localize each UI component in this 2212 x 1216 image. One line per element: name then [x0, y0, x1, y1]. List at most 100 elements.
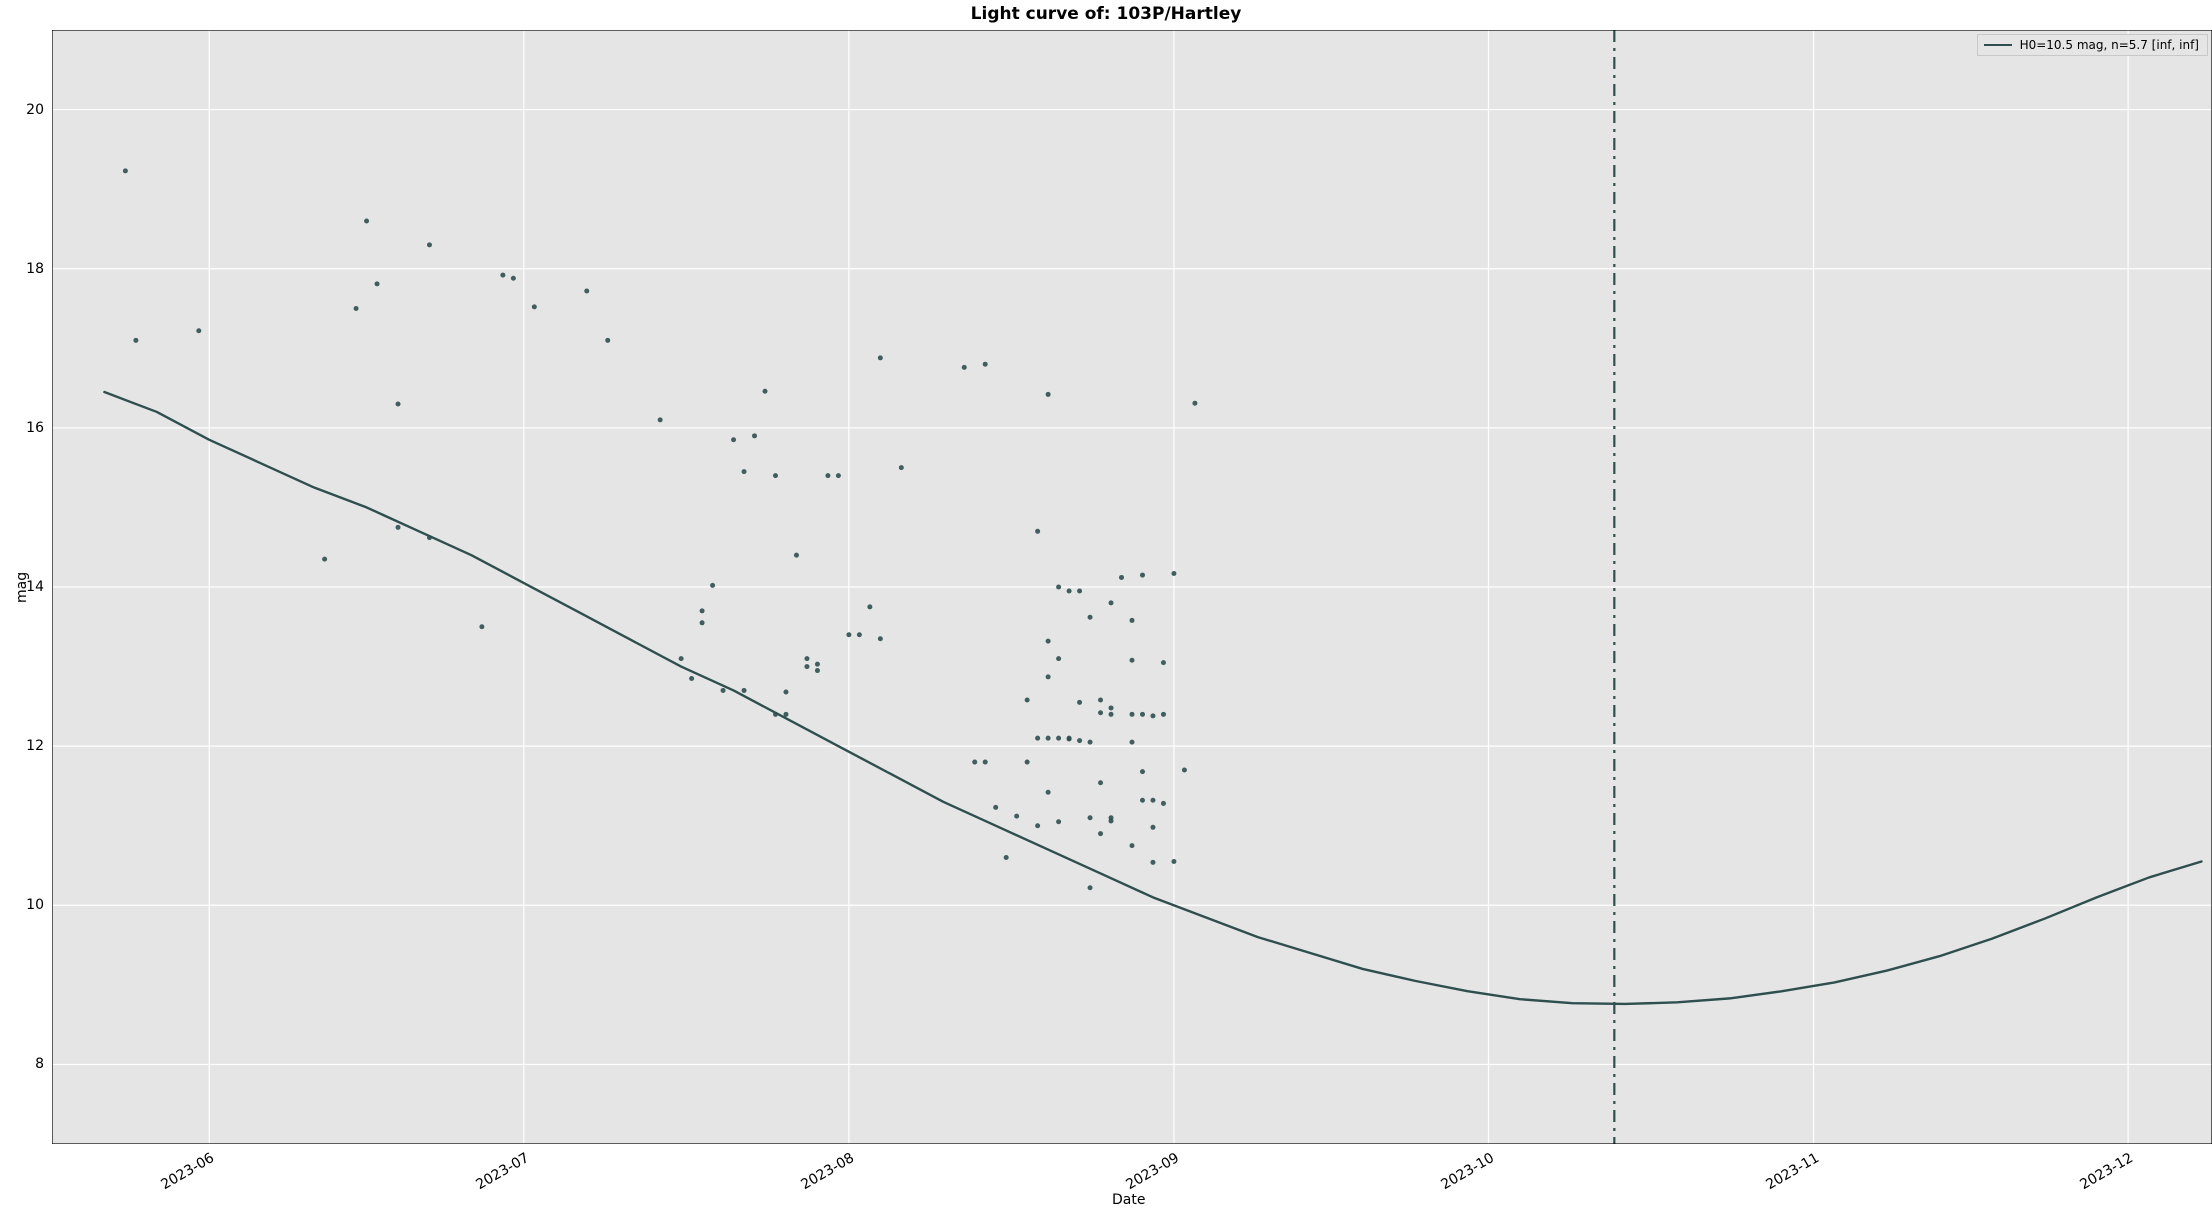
data-point	[1056, 656, 1061, 661]
data-point	[700, 608, 705, 613]
data-point	[983, 362, 988, 367]
data-point	[1046, 736, 1051, 741]
data-point	[1130, 658, 1135, 663]
data-point	[1140, 798, 1145, 803]
data-point	[763, 389, 768, 394]
data-point	[773, 712, 778, 717]
data-point	[1109, 705, 1114, 710]
data-point	[396, 401, 401, 406]
data-point	[731, 437, 736, 442]
data-point	[1035, 736, 1040, 741]
x-tick-label: 2023-08	[798, 1150, 857, 1193]
data-point	[1140, 573, 1145, 578]
data-point	[972, 760, 977, 765]
data-point	[1056, 819, 1061, 824]
data-point	[899, 465, 904, 470]
figure: Light curve of: 103P/Hartley Date mag H0…	[0, 0, 2212, 1216]
data-point	[1098, 780, 1103, 785]
x-tick-label: 2023-09	[1123, 1150, 1182, 1193]
data-point	[1088, 815, 1093, 820]
data-point	[1130, 618, 1135, 623]
data-point	[1046, 790, 1051, 795]
data-point	[752, 433, 757, 438]
y-tick-label: 16	[26, 420, 44, 436]
data-point	[364, 218, 369, 223]
x-tick-label: 2023-12	[2077, 1150, 2136, 1193]
data-point	[836, 473, 841, 478]
data-point	[804, 664, 809, 669]
data-point	[1035, 529, 1040, 534]
data-point	[1130, 740, 1135, 745]
y-tick-label: 12	[26, 738, 44, 754]
data-point	[742, 688, 747, 693]
data-point	[1161, 660, 1166, 665]
data-point	[1192, 401, 1197, 406]
data-point	[783, 690, 788, 695]
data-point	[354, 306, 359, 311]
legend-label: H0=10.5 mag, n=5.7 [inf, inf]	[2020, 38, 2199, 52]
y-tick-label: 14	[26, 579, 44, 595]
data-point	[1088, 885, 1093, 890]
data-point	[532, 304, 537, 309]
data-point	[867, 604, 872, 609]
data-point	[1109, 712, 1114, 717]
data-point	[1098, 831, 1103, 836]
data-point	[710, 583, 715, 588]
data-point	[1150, 713, 1155, 718]
data-point	[1130, 843, 1135, 848]
data-point	[742, 469, 747, 474]
data-point	[396, 525, 401, 530]
data-point	[605, 338, 610, 343]
data-point	[1119, 575, 1124, 580]
data-point	[1088, 740, 1093, 745]
data-point	[1171, 859, 1176, 864]
plot-area	[52, 30, 2212, 1144]
data-point	[983, 760, 988, 765]
data-point	[846, 632, 851, 637]
y-tick-label: 18	[26, 261, 44, 277]
data-point	[1140, 712, 1145, 717]
data-point	[1025, 760, 1030, 765]
legend: H0=10.5 mag, n=5.7 [inf, inf]	[1977, 34, 2208, 56]
data-point	[479, 624, 484, 629]
data-point	[133, 338, 138, 343]
x-tick-label: 2023-10	[1438, 1150, 1497, 1193]
data-point	[1150, 825, 1155, 830]
data-point	[375, 281, 380, 286]
data-point	[1025, 697, 1030, 702]
data-point	[1098, 697, 1103, 702]
data-point	[794, 553, 799, 558]
data-point	[679, 656, 684, 661]
data-point	[815, 662, 820, 667]
data-point	[804, 656, 809, 661]
data-point	[1161, 801, 1166, 806]
data-point	[1150, 798, 1155, 803]
data-point	[1056, 585, 1061, 590]
data-point	[815, 668, 820, 673]
data-point	[1014, 814, 1019, 819]
data-point	[658, 417, 663, 422]
data-point	[1067, 736, 1072, 741]
data-point	[1182, 768, 1187, 773]
data-point	[1046, 392, 1051, 397]
data-point	[1067, 588, 1072, 593]
data-point	[123, 168, 128, 173]
data-point	[1171, 571, 1176, 576]
x-tick-label: 2023-06	[159, 1150, 218, 1193]
data-point	[1109, 600, 1114, 605]
data-point	[322, 557, 327, 562]
x-tick-label: 2023-07	[473, 1150, 532, 1193]
data-point	[700, 620, 705, 625]
x-tick-label: 2023-11	[1763, 1150, 1822, 1193]
y-tick-label: 10	[26, 897, 44, 913]
data-point	[427, 535, 432, 540]
data-point	[773, 473, 778, 478]
data-point	[721, 688, 726, 693]
data-point	[1046, 674, 1051, 679]
data-point	[1088, 615, 1093, 620]
data-point	[1130, 712, 1135, 717]
data-point	[1004, 855, 1009, 860]
data-point	[993, 805, 998, 810]
data-point	[1161, 712, 1166, 717]
data-point	[1035, 823, 1040, 828]
